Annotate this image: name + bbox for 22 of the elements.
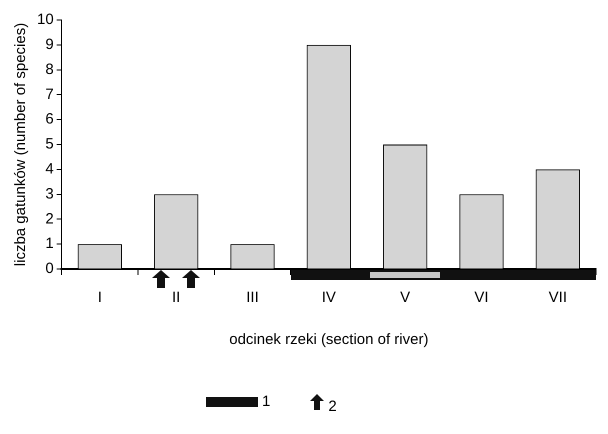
y-tick-label: 9 [45,36,54,54]
x-tick-label: V [400,289,410,306]
x-tick-label: II [172,289,180,306]
text: 1 [262,393,270,410]
y-tick-label: 0 [45,260,54,278]
y-tick-label: 7 [45,86,54,103]
y-tick-label: 10 [36,11,54,28]
text: 2 [328,398,337,415]
y-tick-label: 8 [45,60,54,78]
y-tick-label: 1 [45,235,54,252]
x-tick-label: I [98,289,102,306]
x-axis-title: odcinek rzeki (section of river) [229,331,428,348]
y-tick-label: 2 [45,210,54,228]
x-tick-label: IV [322,289,336,306]
y-axis-title: liczba gatunków (number of species) [12,22,30,266]
y-tick-label: 3 [45,185,54,202]
x-tick-label: VII [548,289,568,306]
x-tick-label: III [246,289,259,306]
y-tick-label: 5 [45,136,54,153]
y-tick-label: 4 [45,160,54,178]
y-tick-label: 6 [45,110,54,128]
x-tick-label: VI [474,289,489,306]
